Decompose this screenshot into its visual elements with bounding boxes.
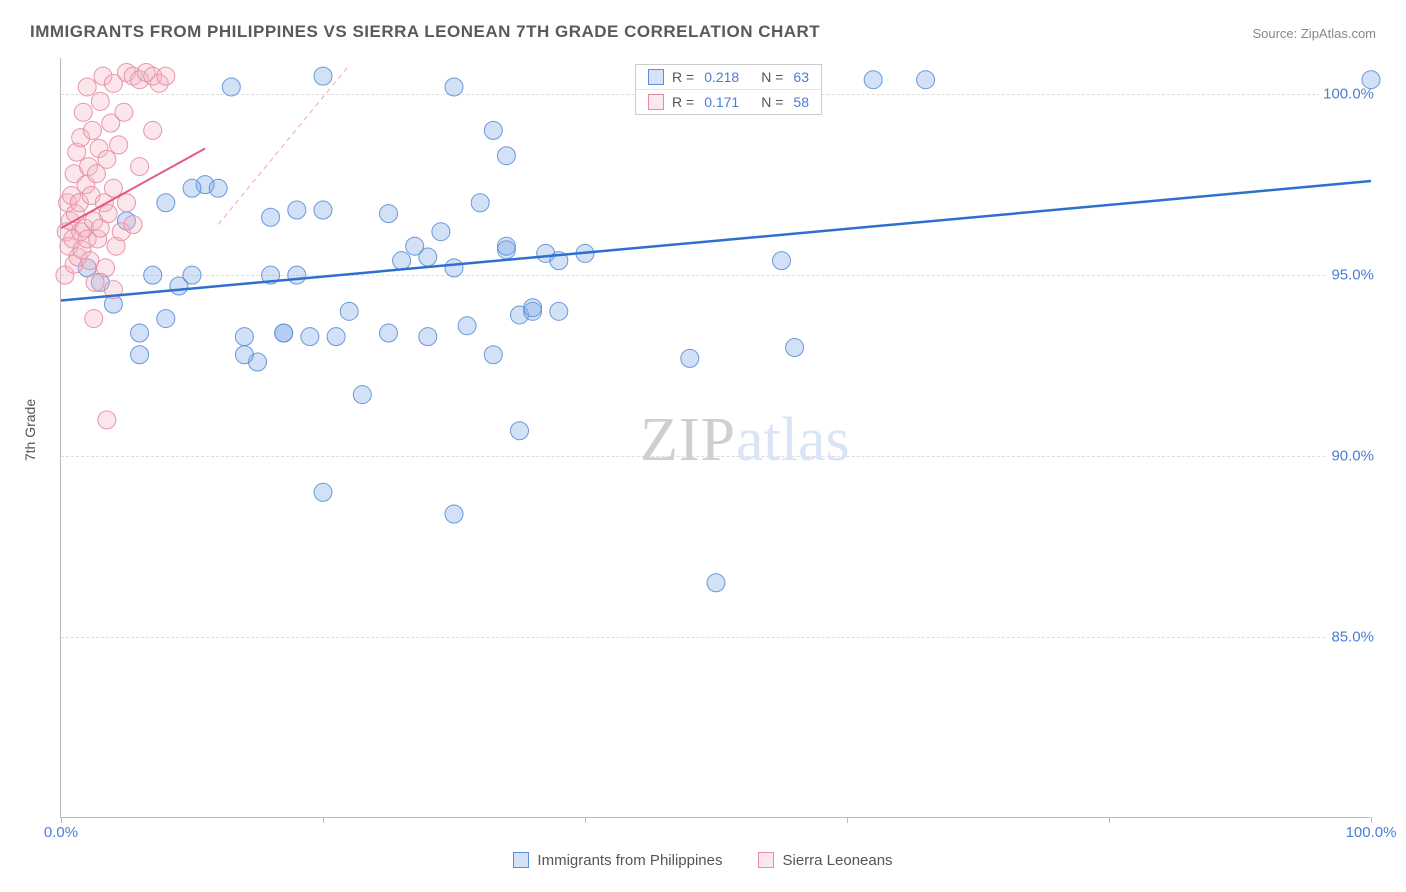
data-point-philippines — [681, 349, 699, 367]
x-tick-mark — [1109, 817, 1110, 823]
data-point-philippines — [445, 78, 463, 96]
legend-r-value: 0.171 — [704, 94, 739, 110]
data-point-philippines — [301, 328, 319, 346]
x-tick-mark — [847, 817, 848, 823]
data-point-philippines — [235, 346, 253, 364]
trendline-philippines — [61, 181, 1371, 300]
data-point-philippines — [314, 201, 332, 219]
data-point-sierraleone — [144, 121, 162, 139]
data-point-philippines — [458, 317, 476, 335]
data-point-philippines — [497, 147, 515, 165]
data-point-sierraleone — [157, 67, 175, 85]
data-point-philippines — [471, 194, 489, 212]
data-point-philippines — [262, 208, 280, 226]
data-point-sierraleone — [124, 215, 142, 233]
data-point-philippines — [288, 266, 306, 284]
x-tick-mark — [323, 817, 324, 823]
data-point-sierraleone — [97, 259, 115, 277]
data-point-sierraleone — [78, 78, 96, 96]
data-point-sierraleone — [115, 103, 133, 121]
data-point-sierraleone — [74, 103, 92, 121]
x-tick-label: 100.0% — [1346, 824, 1397, 841]
legend-label: Immigrants from Philippines — [537, 852, 722, 869]
data-point-philippines — [157, 194, 175, 212]
data-point-sierraleone — [131, 158, 149, 176]
data-point-philippines — [707, 574, 725, 592]
chart-title: IMMIGRANTS FROM PHILIPPINES VS SIERRA LE… — [30, 22, 820, 42]
data-point-sierraleone — [85, 310, 103, 328]
data-point-philippines — [497, 237, 515, 255]
data-point-philippines — [131, 324, 149, 342]
data-point-philippines — [157, 310, 175, 328]
data-point-philippines — [314, 67, 332, 85]
data-point-philippines — [773, 252, 791, 270]
correlation-legend: R = 0.218 N = 63 R = 0.171 N = 58 — [635, 64, 822, 115]
series-legend: Immigrants from Philippines Sierra Leonea… — [0, 852, 1406, 873]
chart-plot-area: 85.0%90.0%95.0%100.0%0.0%100.0% — [60, 58, 1370, 818]
data-point-philippines — [314, 483, 332, 501]
legend-swatch — [648, 69, 664, 85]
data-point-philippines — [380, 205, 398, 223]
legend-row-philippines: R = 0.218 N = 63 — [636, 65, 821, 90]
x-tick-mark — [1371, 817, 1372, 823]
legend-r-value: 0.218 — [704, 69, 739, 85]
data-point-philippines — [327, 328, 345, 346]
data-point-philippines — [288, 201, 306, 219]
data-point-philippines — [275, 324, 293, 342]
data-point-philippines — [393, 252, 411, 270]
data-point-philippines — [484, 121, 502, 139]
data-point-philippines — [183, 266, 201, 284]
legend-item-philippines: Immigrants from Philippines — [513, 852, 722, 869]
data-point-philippines — [419, 328, 437, 346]
data-point-philippines — [419, 248, 437, 266]
scatter-plot-svg — [61, 58, 1370, 817]
data-point-philippines — [380, 324, 398, 342]
data-point-philippines — [864, 71, 882, 89]
legend-label: Sierra Leoneans — [782, 852, 892, 869]
data-point-philippines — [550, 302, 568, 320]
x-tick-label: 0.0% — [44, 824, 78, 841]
data-point-philippines — [524, 299, 542, 317]
data-point-philippines — [445, 505, 463, 523]
data-point-sierraleone — [98, 150, 116, 168]
legend-n-value: 58 — [793, 94, 809, 110]
legend-n-value: 63 — [793, 69, 809, 85]
data-point-philippines — [144, 266, 162, 284]
legend-swatch — [758, 852, 774, 868]
y-axis-label: 7th Grade — [22, 399, 38, 461]
data-point-philippines — [786, 339, 804, 357]
data-point-philippines — [432, 223, 450, 241]
legend-item-sierraleone: Sierra Leoneans — [758, 852, 892, 869]
x-tick-mark — [61, 817, 62, 823]
data-point-philippines — [209, 179, 227, 197]
x-tick-mark — [585, 817, 586, 823]
legend-n-label: N = — [761, 94, 783, 110]
data-point-sierraleone — [98, 411, 116, 429]
data-point-philippines — [340, 302, 358, 320]
data-point-philippines — [1362, 71, 1380, 89]
legend-n-label: N = — [761, 69, 783, 85]
data-point-philippines — [235, 328, 253, 346]
legend-row-sierraleone: R = 0.171 N = 58 — [636, 90, 821, 114]
data-point-philippines — [445, 259, 463, 277]
data-point-philippines — [484, 346, 502, 364]
legend-swatch — [648, 94, 664, 110]
data-point-sierraleone — [110, 136, 128, 154]
data-point-philippines — [917, 71, 935, 89]
legend-r-label: R = — [672, 69, 694, 85]
data-point-philippines — [183, 179, 201, 197]
data-point-philippines — [131, 346, 149, 364]
data-point-philippines — [353, 386, 371, 404]
legend-swatch — [513, 852, 529, 868]
data-point-sierraleone — [99, 205, 117, 223]
data-point-philippines — [222, 78, 240, 96]
legend-r-label: R = — [672, 94, 694, 110]
data-point-philippines — [511, 422, 529, 440]
data-point-sierraleone — [83, 121, 101, 139]
source-attribution: Source: ZipAtlas.com — [1252, 26, 1376, 41]
data-point-sierraleone — [91, 92, 109, 110]
